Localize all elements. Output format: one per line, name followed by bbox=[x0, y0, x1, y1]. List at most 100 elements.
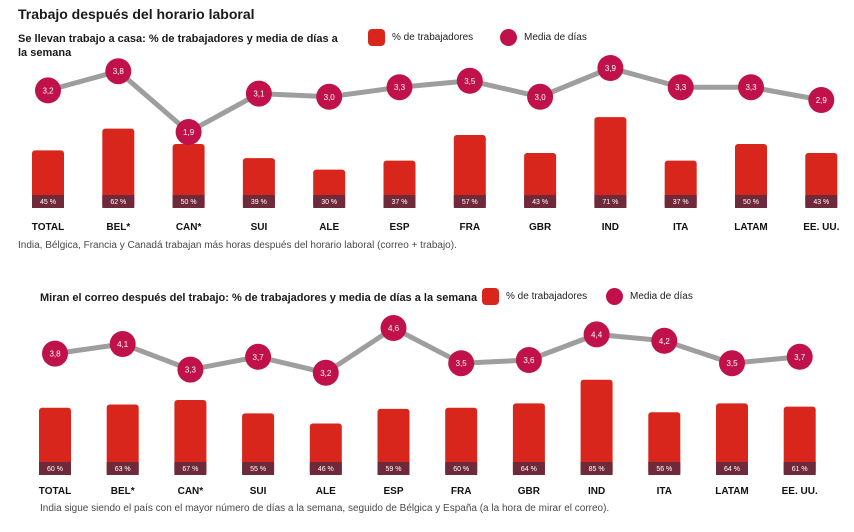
bar-value-label: 43 % bbox=[532, 199, 548, 206]
avg-days-point bbox=[42, 340, 68, 367]
bar-total bbox=[39, 407, 71, 475]
avg-days-point bbox=[448, 350, 475, 377]
avg-days-line bbox=[47, 65, 822, 135]
bar-esp bbox=[377, 408, 410, 475]
bar-base bbox=[594, 195, 627, 208]
avg-days-point bbox=[738, 74, 764, 101]
bar-value-label: 61 % bbox=[792, 466, 808, 473]
chart-1-title: Se llevan trabajo a casa: % de trabajado… bbox=[18, 32, 358, 60]
avg-days-label: 3,3 bbox=[745, 83, 757, 92]
bar-latam bbox=[716, 403, 748, 475]
bar-base bbox=[716, 462, 748, 475]
avg-days-point bbox=[456, 67, 483, 94]
avg-days-label: 3,6 bbox=[523, 356, 535, 365]
bar-value-label: 60 % bbox=[47, 466, 63, 473]
avg-days-label: 4,6 bbox=[388, 324, 400, 333]
avg-days-point bbox=[527, 83, 554, 110]
category-label: GBR bbox=[518, 486, 541, 497]
bar-base bbox=[783, 462, 816, 475]
category-label: TOTAL bbox=[32, 222, 64, 233]
avg-days-point bbox=[316, 83, 343, 110]
legend-dot-label: Media de días bbox=[524, 32, 587, 43]
category-label: ESP bbox=[383, 486, 403, 497]
bar-base bbox=[648, 462, 681, 475]
bar-value-label: 37 % bbox=[392, 199, 408, 206]
chart-1-footnote: India, Bélgica, Francia y Canadá trabaja… bbox=[18, 240, 457, 251]
avg-days-label: 4,2 bbox=[659, 337, 671, 346]
bar-base bbox=[106, 462, 139, 475]
category-label: LATAM bbox=[734, 222, 768, 233]
bar-base bbox=[383, 195, 416, 208]
avg-days-point bbox=[667, 74, 694, 101]
bar-value-label: 50 % bbox=[743, 199, 759, 206]
avg-days-point bbox=[109, 331, 136, 357]
bar-value-label: 63 % bbox=[115, 466, 131, 473]
bar-base bbox=[805, 195, 838, 208]
legend-bar-swatch bbox=[368, 29, 385, 46]
bar-total bbox=[32, 150, 64, 208]
bar-value-label: 67 % bbox=[182, 466, 198, 473]
legend-bar-label: % de trabajadores bbox=[506, 291, 588, 302]
avg-days-point bbox=[177, 356, 204, 383]
chart-1-title-line1: Se llevan trabajo a casa: % de trabajado… bbox=[18, 33, 338, 45]
bar-base bbox=[242, 195, 275, 208]
bar-base bbox=[32, 195, 64, 208]
avg-days-point bbox=[245, 80, 272, 107]
category-label: ITA bbox=[657, 486, 672, 497]
bar-base bbox=[102, 195, 135, 208]
chart-2-footnote: India sigue siendo el país con el mayor … bbox=[40, 503, 610, 514]
category-label: ITA bbox=[673, 222, 688, 233]
bar-value-label: 57 % bbox=[462, 199, 478, 206]
legend-bar-swatch bbox=[482, 288, 499, 305]
category-label: LATAM bbox=[715, 486, 749, 497]
category-label: BEL* bbox=[106, 222, 130, 233]
avg-days-label: 3,2 bbox=[42, 86, 54, 95]
category-label: IND bbox=[602, 222, 619, 233]
bar-value-label: 85 % bbox=[589, 466, 605, 473]
avg-days-label: 2,9 bbox=[816, 96, 828, 105]
bar-value-label: 45 % bbox=[40, 199, 56, 206]
avg-days-label: 3,0 bbox=[324, 93, 336, 102]
category-label: FRA bbox=[451, 486, 472, 497]
bar-base bbox=[580, 462, 613, 475]
avg-days-point bbox=[245, 343, 272, 370]
category-label: ALE bbox=[316, 486, 336, 497]
category-label: EE. UU. bbox=[803, 222, 839, 233]
avg-days-point bbox=[597, 55, 624, 81]
bar-base bbox=[377, 462, 410, 475]
bar-value-label: 55 % bbox=[250, 466, 266, 473]
avg-days-label: 3,1 bbox=[253, 90, 265, 99]
bar-base bbox=[512, 462, 545, 475]
category-label: IND bbox=[588, 486, 605, 497]
bar-value-label: 50 % bbox=[181, 199, 197, 206]
bar-value-label: 46 % bbox=[318, 466, 334, 473]
bar-value-label: 71 % bbox=[602, 199, 618, 206]
avg-days-point bbox=[175, 119, 202, 145]
bar-bel bbox=[106, 404, 139, 475]
bar-value-label: 39 % bbox=[251, 199, 267, 206]
avg-days-point bbox=[651, 327, 678, 354]
category-label: EE. UU. bbox=[782, 486, 818, 497]
bar-fra bbox=[453, 135, 486, 208]
chart-1-title-line2: la semana bbox=[18, 47, 72, 59]
category-label: GBR bbox=[529, 222, 552, 233]
bar-base bbox=[39, 462, 71, 475]
bar-value-label: 37 % bbox=[673, 199, 689, 206]
avg-days-label: 3,7 bbox=[253, 353, 265, 362]
bar-eeuu bbox=[783, 406, 816, 475]
legend-dot-label: Media de días bbox=[630, 291, 693, 302]
bar-value-label: 30 % bbox=[321, 199, 337, 206]
chart-2-title: Miran el correo después del trabajo: % d… bbox=[40, 291, 477, 305]
bar-base bbox=[735, 195, 767, 208]
bar-ind bbox=[580, 379, 613, 475]
avg-days-point bbox=[515, 347, 542, 373]
category-label: ESP bbox=[389, 222, 409, 233]
avg-days-line bbox=[54, 325, 800, 376]
bar-value-label: 64 % bbox=[521, 466, 537, 473]
avg-days-label: 3,0 bbox=[535, 93, 547, 102]
bar-gbr bbox=[512, 403, 545, 475]
bar-base bbox=[242, 462, 275, 475]
avg-days-point bbox=[808, 87, 835, 113]
avg-days-label: 3,8 bbox=[49, 350, 61, 359]
